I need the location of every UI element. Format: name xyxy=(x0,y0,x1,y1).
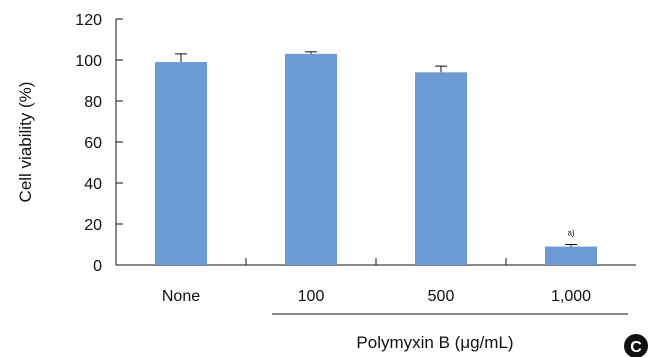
x-tick-label: None xyxy=(162,288,200,305)
error-bars xyxy=(175,51,577,247)
panel-label: C xyxy=(630,339,642,356)
panel-label-badge xyxy=(624,334,648,357)
y-tick-labels: 0 20 40 60 80 100 120 xyxy=(75,12,102,275)
y-ticks xyxy=(116,18,123,266)
bar xyxy=(285,53,337,265)
bar xyxy=(155,62,207,265)
bar xyxy=(415,72,467,265)
significance-annotation: a) xyxy=(567,229,574,238)
x-tick-label: 100 xyxy=(298,288,325,305)
annotations: a) xyxy=(567,229,574,238)
y-tick-label: 60 xyxy=(84,135,102,152)
y-tick-label: 40 xyxy=(84,176,102,193)
x-tick-label: 500 xyxy=(428,288,455,305)
x-ticks xyxy=(245,258,507,265)
bars xyxy=(155,53,597,265)
y-tick-label: 20 xyxy=(84,217,102,234)
y-axis-title: Cell viability (%) xyxy=(16,82,35,203)
x-tick-label: 1,000 xyxy=(551,288,591,305)
y-tick-label: 120 xyxy=(75,12,102,29)
x-tick-labels: None 100 500 1,000 xyxy=(162,288,591,305)
bar xyxy=(545,246,597,265)
y-tick-label: 80 xyxy=(84,94,102,111)
x-axis-title: Polymyxin B (μg/mL) xyxy=(356,333,513,352)
y-tick-label: 100 xyxy=(75,53,102,70)
y-tick-label: 0 xyxy=(93,258,102,275)
